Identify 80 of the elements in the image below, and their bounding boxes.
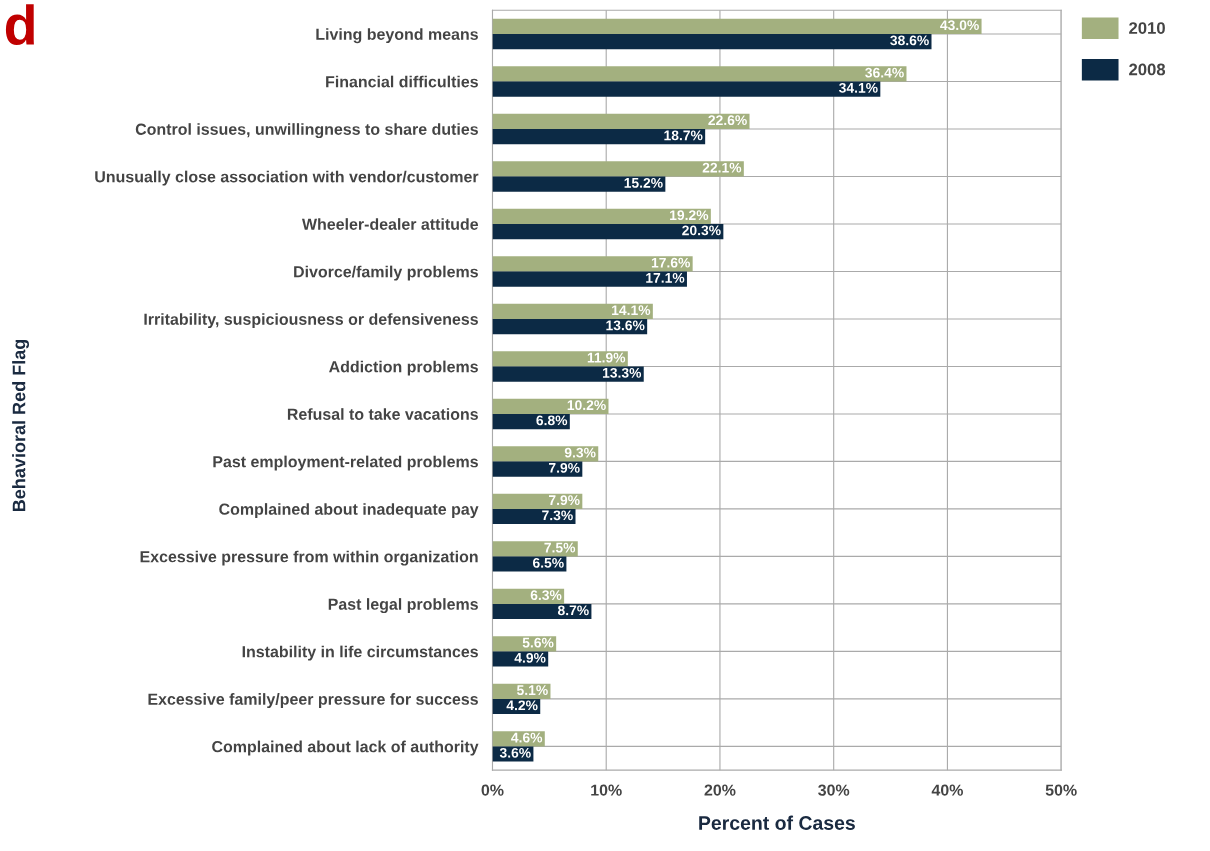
x-tick-label: 0% bbox=[481, 784, 504, 796]
data-label: 22.6% bbox=[708, 115, 747, 126]
data-label: 4.9% bbox=[514, 652, 546, 663]
y-tick-label: Addiction problems bbox=[329, 360, 478, 376]
x-tick-label: 20% bbox=[704, 784, 736, 796]
y-tick-label: Unusually close association with vendor/customer bbox=[95, 170, 479, 186]
bar bbox=[492, 603, 592, 620]
data-label: 7.9% bbox=[548, 462, 580, 473]
bar bbox=[492, 33, 932, 50]
data-label: 13.3% bbox=[602, 367, 642, 378]
y-tick-label: Control issues, unwillingness to share duties bbox=[135, 123, 478, 139]
x-axis-title: Percent of Cases bbox=[699, 815, 855, 830]
data-label: 11.9% bbox=[587, 352, 626, 363]
x-tick-label: 10% bbox=[591, 784, 622, 796]
y-tick-label: Refusal to take vacations bbox=[287, 408, 478, 420]
bar bbox=[492, 256, 693, 272]
data-label: 20.3% bbox=[682, 225, 721, 236]
y-tick-label: Instability in life circumstances bbox=[242, 645, 478, 661]
data-label: 15.2% bbox=[624, 177, 663, 188]
bar bbox=[492, 223, 724, 240]
y-tick-label: Past legal problems bbox=[328, 598, 478, 614]
data-label: 17.1% bbox=[646, 272, 685, 283]
data-label: 43.0% bbox=[940, 20, 979, 31]
data-label: 34.1% bbox=[838, 82, 878, 93]
data-label: 5.1% bbox=[516, 685, 548, 696]
data-label: 6.5% bbox=[532, 557, 564, 568]
bar bbox=[492, 556, 567, 572]
data-label: 4.6% bbox=[511, 732, 543, 743]
data-label: 6.8% bbox=[536, 415, 568, 426]
bar bbox=[492, 18, 982, 34]
bar bbox=[492, 461, 583, 477]
x-tick-label: 30% bbox=[818, 784, 850, 796]
bar bbox=[492, 366, 644, 382]
y-tick-label: Excessive family/peer pressure for success bbox=[148, 693, 478, 709]
data-label: 14.1% bbox=[612, 305, 651, 316]
y-tick-label: Past employment-related problems bbox=[213, 455, 478, 471]
data-label: 10.2% bbox=[567, 400, 606, 411]
y-tick-label: Complained about inadequate pay bbox=[219, 503, 479, 519]
data-label: 36.4% bbox=[865, 67, 904, 78]
y-tick-label: Wheeler-dealer attitude bbox=[301, 218, 479, 230]
data-label: 18.7% bbox=[664, 130, 703, 141]
y-tick-label: Financial difficulties bbox=[326, 75, 478, 88]
data-label: 6.3% bbox=[530, 590, 562, 601]
bar bbox=[492, 128, 706, 145]
y-tick-label: Excessive pressure from within organization bbox=[140, 550, 478, 566]
y-tick-label: Complained about lack of authority bbox=[212, 740, 479, 756]
bar bbox=[492, 176, 666, 192]
x-tick-label: 50% bbox=[1045, 784, 1077, 796]
text: d bbox=[5, 4, 34, 46]
legend-label: 2010 bbox=[1129, 22, 1165, 34]
bar bbox=[492, 81, 881, 97]
data-label: 17.6% bbox=[651, 257, 691, 268]
data-label: 7.5% bbox=[544, 542, 576, 553]
data-label: 7.3% bbox=[542, 510, 573, 521]
y-axis-title: Behavioral Red Flag bbox=[12, 339, 30, 512]
y-tick-label: Living beyond means bbox=[316, 28, 478, 44]
bar bbox=[492, 208, 711, 224]
data-label: 7.9% bbox=[548, 495, 580, 506]
bar bbox=[492, 318, 648, 335]
bar bbox=[492, 351, 628, 367]
data-label: 3.6% bbox=[499, 747, 531, 758]
data-label: 5.6% bbox=[522, 637, 554, 648]
bar bbox=[492, 303, 653, 319]
bar bbox=[492, 113, 750, 129]
data-label: 13.6% bbox=[606, 320, 645, 331]
bar bbox=[492, 66, 907, 82]
data-label: 19.2% bbox=[670, 210, 709, 221]
data-label: 8.7% bbox=[557, 605, 589, 616]
data-label: 22.1% bbox=[702, 162, 742, 173]
y-tick-label: Irritability, suspiciousness or defensiveness bbox=[144, 313, 478, 329]
legend-label: 2008 bbox=[1129, 63, 1166, 76]
data-label: 4.2% bbox=[506, 700, 538, 711]
y-tick-label: Divorce/family problems bbox=[294, 265, 478, 281]
bar bbox=[492, 446, 599, 462]
bar bbox=[492, 161, 744, 177]
bar bbox=[492, 271, 687, 287]
bar bbox=[492, 541, 578, 557]
data-label: 9.3% bbox=[564, 447, 596, 458]
x-tick-label: 40% bbox=[931, 784, 963, 796]
data-label: 38.6% bbox=[890, 35, 929, 46]
